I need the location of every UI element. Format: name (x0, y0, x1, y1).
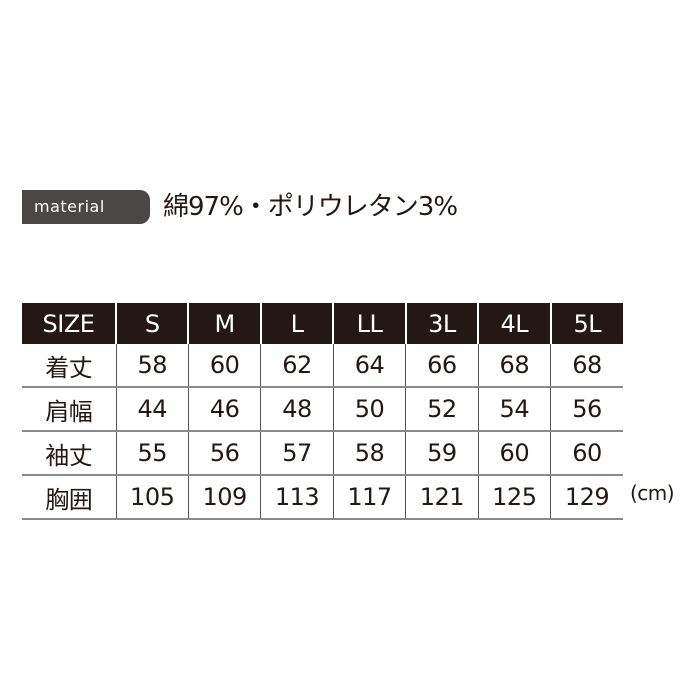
row-label: 着丈 (22, 344, 116, 388)
table-cell: 60 (550, 431, 623, 476)
table-cell: 55 (115, 431, 189, 476)
row-label: 肩幅 (22, 387, 116, 432)
table-cell: 56 (187, 431, 261, 476)
size-header: 4L (477, 303, 551, 344)
table-cell: 48 (260, 387, 334, 432)
table-cell: 68 (477, 344, 551, 388)
table-row: 胸囲 105 109 113 117 121 125 129 (22, 475, 623, 520)
table-cell: 66 (405, 344, 479, 388)
size-table: SIZE S M L LL 3L 4L 5L 着丈 58 60 62 64 66 68 68 肩幅 44 46 48… (22, 303, 623, 520)
table-cell: 105 (115, 475, 189, 520)
table-header-row: SIZE S M L LL 3L 4L 5L (22, 303, 623, 344)
size-column-header: SIZE (22, 303, 116, 344)
table-cell: 60 (187, 344, 261, 388)
row-label: 胸囲 (22, 475, 116, 520)
size-header: LL (332, 303, 406, 344)
table-cell: 129 (550, 475, 623, 520)
table-cell: 58 (332, 431, 406, 476)
material-badge: material (22, 190, 150, 224)
table-cell: 52 (405, 387, 479, 432)
table-cell: 46 (187, 387, 261, 432)
table-row: 肩幅 44 46 48 50 52 54 56 (22, 387, 623, 432)
table-cell: 58 (115, 344, 189, 388)
table-cell: 56 (550, 387, 623, 432)
table-cell: 117 (332, 475, 406, 520)
size-header: L (259, 303, 334, 344)
table-row: 着丈 58 60 62 64 66 68 68 (22, 344, 623, 388)
row-label: 袖丈 (22, 431, 116, 476)
table-row: 袖丈 55 56 57 58 59 60 60 (22, 431, 623, 476)
size-header: 5L (549, 303, 623, 344)
table-cell: 68 (550, 344, 623, 388)
table-cell: 121 (405, 475, 479, 520)
table-cell: 44 (115, 387, 189, 432)
table-cell: 54 (477, 387, 551, 432)
size-header: M (187, 303, 261, 344)
size-header: S (114, 303, 189, 344)
size-header: 3L (404, 303, 479, 344)
table-cell: 62 (260, 344, 334, 388)
table-cell: 113 (260, 475, 334, 520)
table-cell: 125 (477, 475, 551, 520)
table-cell: 60 (477, 431, 551, 476)
table-cell: 50 (332, 387, 406, 432)
table-cell: 59 (405, 431, 479, 476)
table-cell: 64 (332, 344, 406, 388)
material-value: 綿97%・ポリウレタン3% (163, 192, 458, 222)
table-cell: 109 (187, 475, 261, 520)
unit-label: (cm) (630, 481, 675, 505)
table-cell: 57 (260, 431, 334, 476)
